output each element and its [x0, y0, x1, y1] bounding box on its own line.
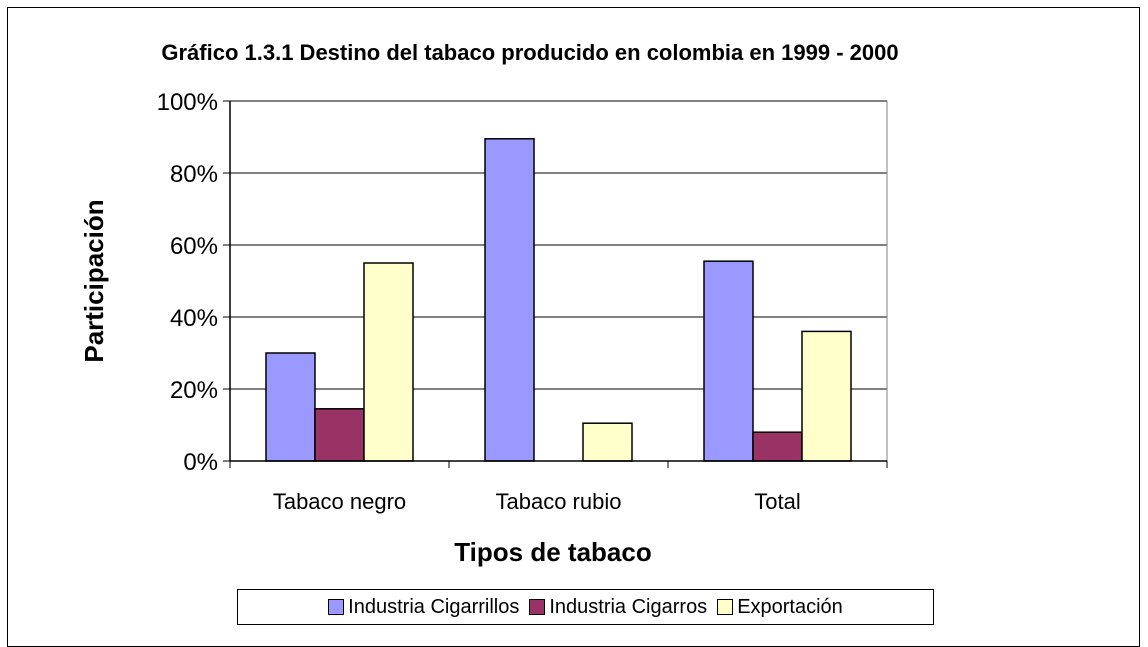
bar-industria-cigarrillos	[265, 352, 316, 462]
y-tick-label: 20%	[170, 377, 218, 404]
y-tick-label: 0%	[183, 449, 218, 476]
legend: Industria Cigarrillos Industria Cigarros E…	[237, 589, 934, 625]
legend-swatch	[529, 599, 546, 615]
x-tick-label: Tabaco negro	[273, 489, 406, 514]
chart-title: Gráfico 1.3.1 Destino del tabaco produci…	[161, 40, 899, 65]
legend-label: Exportación	[737, 595, 843, 618]
x-axis-title: Tipos de tabaco	[454, 537, 651, 567]
x-tick-label: Tabaco rubio	[496, 489, 622, 514]
legend-label: Industria Cigarrillos	[348, 595, 520, 618]
legend-item: Industria Cigarros	[529, 596, 707, 619]
legend-swatch	[717, 599, 734, 615]
y-tick-labels: 0% 20% 40% 60% 80% 100%	[157, 89, 218, 476]
legend-item: Industria Cigarrillos	[328, 596, 519, 619]
gridlines	[230, 100, 888, 461]
y-tick-label: 40%	[170, 305, 218, 332]
bar-industria-cigarrillos	[703, 260, 754, 462]
y-axis-title: Participación	[79, 199, 109, 362]
bar-industria-cigarros	[752, 431, 803, 462]
x-tick-labels: Tabaco negro Tabaco rubio Total	[273, 489, 801, 514]
bar-exportaci-n	[801, 330, 852, 462]
bars	[265, 138, 852, 462]
bar-industria-cigarros	[314, 408, 365, 462]
bar-chart: 0% 20% 40% 60% 80% 100% Tabaco negro Tabaco ru…	[79, 89, 888, 567]
legend-label: Industria Cigarros	[549, 595, 708, 618]
legend-swatch	[328, 599, 345, 615]
bar-industria-cigarrillos	[484, 138, 535, 462]
y-tick-label: 80%	[170, 161, 218, 188]
axes	[223, 100, 888, 468]
x-tick-label: Total	[754, 489, 800, 514]
bar-exportaci-n	[363, 262, 414, 462]
legend-item: Exportación	[717, 596, 843, 619]
bar-exportaci-n	[582, 422, 633, 462]
y-tick-label: 100%	[157, 89, 218, 116]
y-tick-label: 60%	[170, 233, 218, 260]
